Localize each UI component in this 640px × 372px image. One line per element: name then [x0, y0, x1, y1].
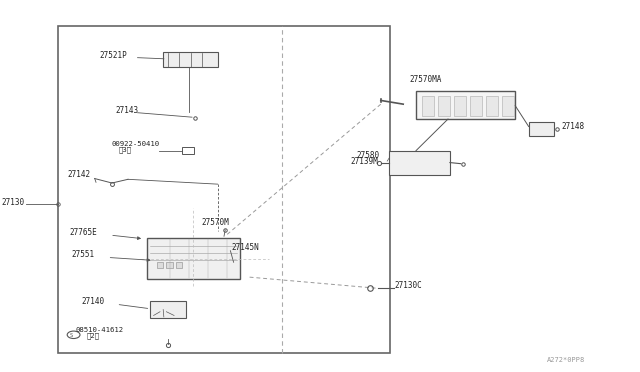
Text: 00922-50410: 00922-50410 — [112, 141, 160, 147]
Bar — [470, 96, 482, 116]
Text: A272*0PP8: A272*0PP8 — [547, 357, 586, 363]
Bar — [389, 151, 450, 175]
Text: 27130C: 27130C — [395, 281, 422, 290]
Text: 27521P: 27521P — [99, 51, 127, 60]
Circle shape — [67, 331, 80, 339]
Bar — [176, 262, 182, 268]
Text: 27148: 27148 — [562, 122, 585, 131]
Text: 27140: 27140 — [82, 297, 105, 306]
Text: 27570MA: 27570MA — [410, 75, 442, 84]
Text: 27145N: 27145N — [232, 243, 259, 252]
Text: 27143: 27143 — [115, 106, 138, 115]
Text: 27139M: 27139M — [351, 157, 378, 166]
Text: 08510-41612: 08510-41612 — [76, 327, 124, 333]
Text: 27551: 27551 — [72, 250, 95, 259]
Bar — [166, 262, 173, 268]
Text: 27570M: 27570M — [202, 218, 229, 227]
Text: （3）: （3） — [118, 147, 132, 153]
Bar — [454, 96, 466, 116]
Bar — [147, 238, 240, 279]
Bar — [416, 91, 515, 119]
Text: 27765E: 27765E — [69, 228, 97, 237]
Text: S: S — [70, 333, 73, 339]
Text: 27130: 27130 — [2, 198, 25, 206]
Bar — [502, 96, 514, 116]
Text: （2）: （2） — [86, 333, 100, 339]
Bar — [163, 52, 218, 67]
Text: 27142: 27142 — [67, 170, 90, 179]
Bar — [182, 147, 194, 154]
Bar — [529, 122, 554, 136]
Text: 27580: 27580 — [356, 151, 380, 160]
Bar — [150, 301, 186, 318]
Bar — [438, 96, 450, 116]
Bar — [58, 26, 390, 353]
Bar — [422, 96, 434, 116]
Bar — [486, 96, 498, 116]
Bar — [157, 262, 163, 268]
